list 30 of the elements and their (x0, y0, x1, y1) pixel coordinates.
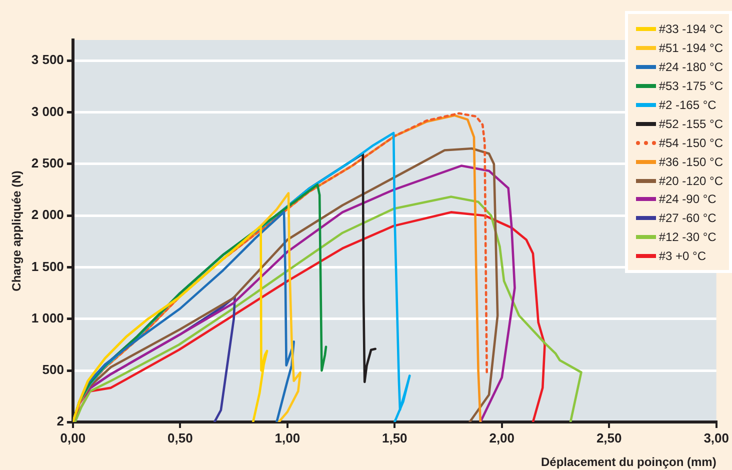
x-tick-label: 1,50 (382, 430, 408, 446)
legend-label: #53 -175 °C (658, 79, 723, 94)
x-tick-label: 2,00 (489, 430, 515, 446)
y-tick-label: 500 (42, 362, 64, 378)
y-tick-label: 1 000 (31, 310, 64, 326)
legend-label: #33 -194 °C (658, 22, 723, 36)
legend-label: #52 -155 °C (658, 116, 723, 131)
legend-label: #12 -30 °C (658, 230, 716, 244)
x-tick-label: 3,00 (704, 430, 730, 446)
legend-label: #54 -150 °C (658, 136, 723, 150)
legend-label: #2 -165 °C (658, 98, 716, 112)
x-tick-label: 0,00 (60, 430, 86, 446)
legend-label: #24 -90 °C (658, 192, 716, 206)
y-tick-label: 2 500 (31, 156, 64, 171)
legend-label: #51 -194 °C (658, 41, 723, 56)
legend-label: #3 +0 °C (658, 249, 706, 264)
x-axis-title: Déplacement du poinçon (mm) (540, 455, 716, 470)
y-tick-label: 3 500 (31, 52, 64, 68)
legend-label: #24 -180 °C (658, 60, 723, 74)
y-tick-label: 3 000 (31, 104, 64, 119)
x-tick-label: 0,50 (168, 430, 193, 446)
y-tick-label: 2 000 (31, 207, 64, 222)
x-tick-label: 2,50 (596, 430, 622, 446)
y-tick-label: 2 (56, 414, 64, 429)
legend-label: #20 -120 °C (658, 174, 723, 188)
legend-label: #36 -150 °C (658, 154, 723, 169)
y-tick-label: 1 500 (31, 258, 64, 274)
x-tick-label: 1,00 (274, 430, 300, 446)
y-axis-title: Charge appliquée (N) (10, 170, 24, 292)
legend-label: #27 -60 °C (658, 211, 716, 226)
